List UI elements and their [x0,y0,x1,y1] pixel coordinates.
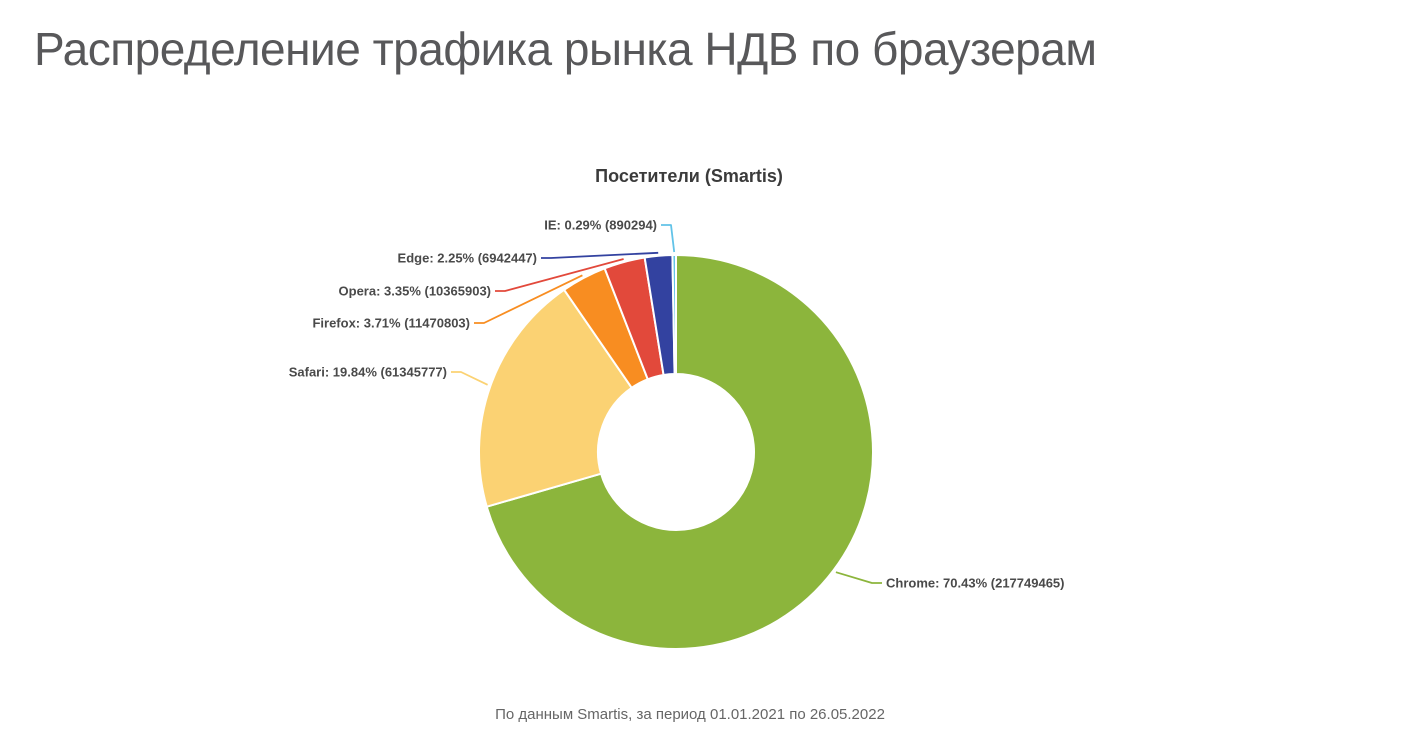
pie-label-chrome: Chrome: 70.43% (217749465) [886,575,1065,591]
pie-connector-safari [451,371,488,386]
page-title: Распределение трафика рынка НДВ по брауз… [34,23,1097,75]
chart-title: Посетители (Smartis) [595,166,783,186]
pie-slice-chrome[interactable] [485,254,874,650]
pie-label-safari: Safari: 19.84% (61345777) [288,364,447,380]
pie-connector-firefox [474,274,583,324]
pie-label-opera: Opera: 3.35% (10365903) [338,283,491,299]
pie-label-firefox: Firefox: 3.71% (11470803) [312,315,470,331]
pie-slice-safari[interactable] [478,288,633,508]
pie-label-edge: Edge: 2.25% (6942447) [397,250,537,266]
pie-connector-opera [495,258,624,292]
pie-label-ie: IE: 0.29% (890294) [544,217,657,233]
pie-connector-chrome [835,571,882,584]
pie-connector-edge [541,251,659,259]
pie-slice-ie[interactable] [671,253,677,376]
source-note: По данным Smartis, за период 01.01.2021 … [495,706,885,723]
pie-connector-ie [661,224,676,253]
